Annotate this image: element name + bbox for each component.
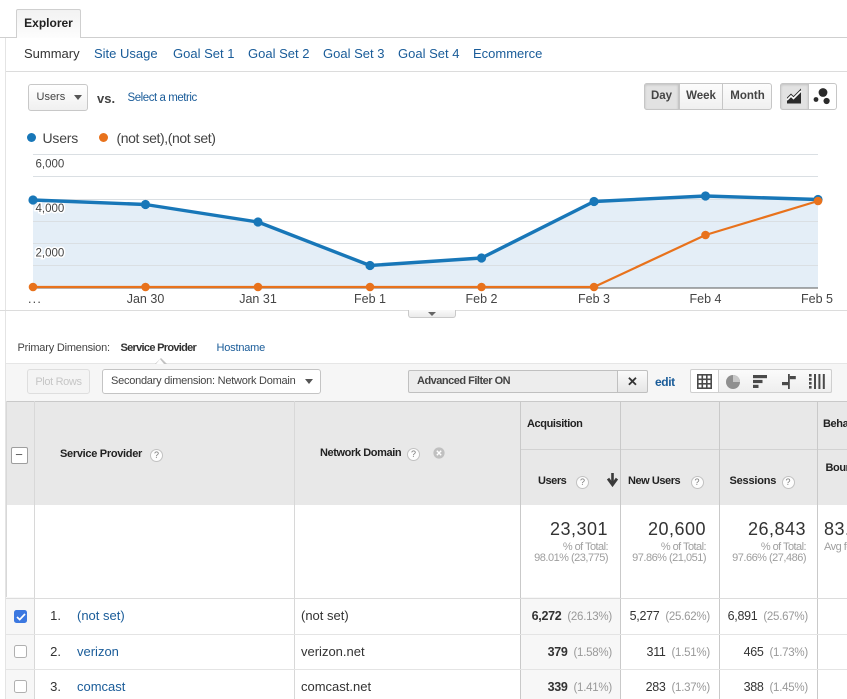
svg-text:...: ... [28, 292, 42, 306]
svg-text:4,000: 4,000 [36, 203, 65, 215]
svg-text:Feb 4: Feb 4 [690, 292, 722, 306]
svg-text:Jan 31: Jan 31 [239, 292, 277, 306]
svg-text:Feb 1: Feb 1 [354, 292, 386, 306]
svg-text:Feb 2: Feb 2 [466, 292, 498, 306]
svg-text:2,000: 2,000 [36, 248, 65, 260]
svg-text:Feb 3: Feb 3 [578, 292, 610, 306]
svg-text:Feb 5: Feb 5 [801, 292, 833, 306]
svg-text:6,000: 6,000 [36, 159, 65, 171]
svg-text:Jan 30: Jan 30 [127, 292, 165, 306]
